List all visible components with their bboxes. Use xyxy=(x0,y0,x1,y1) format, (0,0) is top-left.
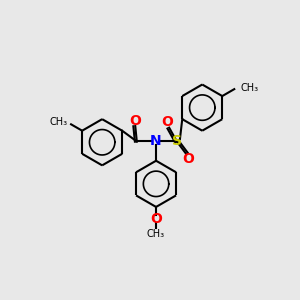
Text: O: O xyxy=(129,114,141,128)
Text: S: S xyxy=(172,134,182,148)
Text: CH₃: CH₃ xyxy=(50,117,68,127)
Text: CH₃: CH₃ xyxy=(240,82,259,93)
Text: N: N xyxy=(150,134,162,148)
Text: O: O xyxy=(150,212,162,226)
Text: CH₃: CH₃ xyxy=(147,229,165,239)
Text: O: O xyxy=(161,115,173,129)
Text: O: O xyxy=(182,152,194,166)
